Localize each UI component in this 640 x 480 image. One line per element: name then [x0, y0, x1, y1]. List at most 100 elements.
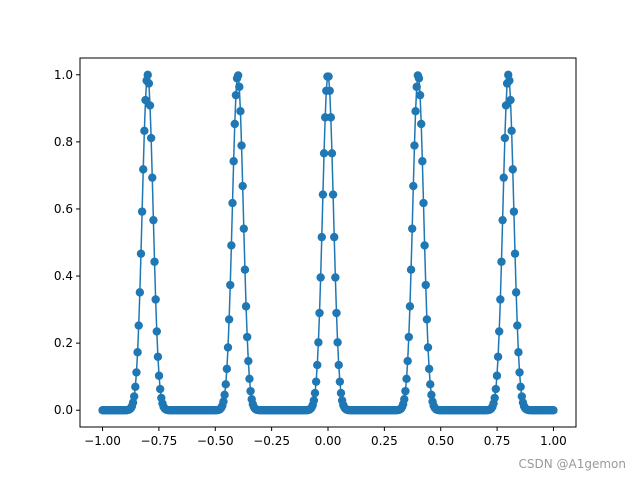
- data-point: [414, 74, 424, 83]
- data-point: [140, 126, 149, 136]
- data-point: [404, 332, 413, 342]
- data-point: [497, 257, 506, 266]
- data-point: [417, 119, 426, 129]
- y-tick-label: 0.6: [54, 202, 73, 216]
- data-point: [224, 315, 234, 324]
- data-point: [233, 71, 243, 80]
- data-point: [238, 181, 247, 191]
- data-point: [143, 70, 152, 80]
- data-point: [228, 198, 237, 208]
- data-point: [153, 352, 163, 361]
- data-point: [427, 390, 436, 400]
- data-point: [136, 249, 146, 258]
- data-point: [246, 386, 255, 396]
- x-axis: −1.00 −0.75 −0.50 −0.25 0.00 0.25 0.50 0.75 1.00: [84, 427, 567, 448]
- data-point: [241, 302, 251, 311]
- data-point: [335, 377, 345, 386]
- data-point: [137, 207, 147, 216]
- data-point: [325, 86, 334, 95]
- data-point: [495, 327, 504, 336]
- data-point: [328, 190, 338, 199]
- data-point: [333, 338, 342, 347]
- data-point: [236, 107, 245, 116]
- data-point: [423, 343, 433, 352]
- data-point: [219, 397, 228, 406]
- data-point: [240, 265, 250, 274]
- data-point: [230, 119, 239, 129]
- data-point: [410, 141, 419, 150]
- y-axis: 0.0 0.2 0.4 0.6 0.8 1.0: [54, 68, 80, 417]
- data-point: [152, 327, 161, 336]
- data-point: [309, 396, 319, 405]
- y-tick-label: 0.4: [54, 269, 73, 283]
- data-point: [135, 288, 145, 297]
- data-point: [419, 198, 428, 208]
- data-point: [221, 380, 230, 389]
- data-point: [148, 173, 157, 182]
- data-point: [317, 232, 326, 242]
- x-tick-label: 0.75: [484, 434, 511, 448]
- data-point: [498, 215, 507, 225]
- data-point: [507, 126, 516, 136]
- data-point: [313, 360, 322, 370]
- data-point: [332, 308, 341, 318]
- data-point: [403, 356, 412, 366]
- data-point: [245, 374, 254, 383]
- data-point: [411, 107, 420, 116]
- data-point: [422, 315, 432, 324]
- data-point: [506, 95, 515, 105]
- data-point: [155, 384, 165, 394]
- data-point: [516, 382, 525, 391]
- series-layer: [98, 70, 558, 415]
- data-point: [508, 165, 517, 174]
- data-point: [243, 332, 252, 342]
- data-point: [310, 388, 320, 398]
- data-point: [131, 382, 140, 391]
- y-tick-label: 1.0: [54, 68, 73, 82]
- data-point: [154, 371, 164, 380]
- data-point: [510, 249, 520, 258]
- data-point: [424, 364, 434, 374]
- data-point: [401, 386, 410, 396]
- data-point: [409, 181, 418, 191]
- data-point: [513, 321, 522, 330]
- data-point: [145, 101, 155, 110]
- data-point: [132, 368, 141, 377]
- data-point: [314, 338, 323, 347]
- data-point: [231, 90, 241, 100]
- data-point: [226, 280, 235, 290]
- data-point: [492, 371, 502, 380]
- data-point: [405, 302, 415, 311]
- data-point: [499, 173, 508, 182]
- x-tick-label: 1.00: [540, 434, 567, 448]
- y-tick-label: 0.2: [54, 336, 73, 350]
- data-point: [421, 280, 430, 290]
- data-point: [316, 273, 325, 282]
- watermark: CSDN @A1gemon: [518, 457, 626, 471]
- data-point: [406, 265, 416, 274]
- data-point: [324, 72, 333, 81]
- x-tick-label: −0.50: [197, 434, 234, 448]
- data-point: [415, 90, 425, 100]
- data-point: [514, 348, 523, 357]
- data-point: [407, 224, 417, 233]
- data-point: [515, 368, 524, 377]
- data-point: [133, 348, 142, 357]
- data-point: [400, 395, 409, 404]
- data-point: [235, 82, 244, 92]
- series-line: [102, 74, 554, 411]
- data-point: [223, 343, 233, 352]
- data-point: [402, 374, 411, 383]
- x-tick-label: −0.25: [253, 434, 290, 448]
- data-point: [511, 288, 521, 297]
- data-point: [229, 157, 238, 166]
- y-tick-label: 0.0: [54, 403, 73, 417]
- data-point: [500, 133, 510, 143]
- data-point: [227, 241, 236, 250]
- data-point: [237, 141, 246, 150]
- data-point: [505, 76, 514, 85]
- data-point: [336, 388, 346, 398]
- data-point: [426, 380, 435, 389]
- data-point: [315, 308, 324, 318]
